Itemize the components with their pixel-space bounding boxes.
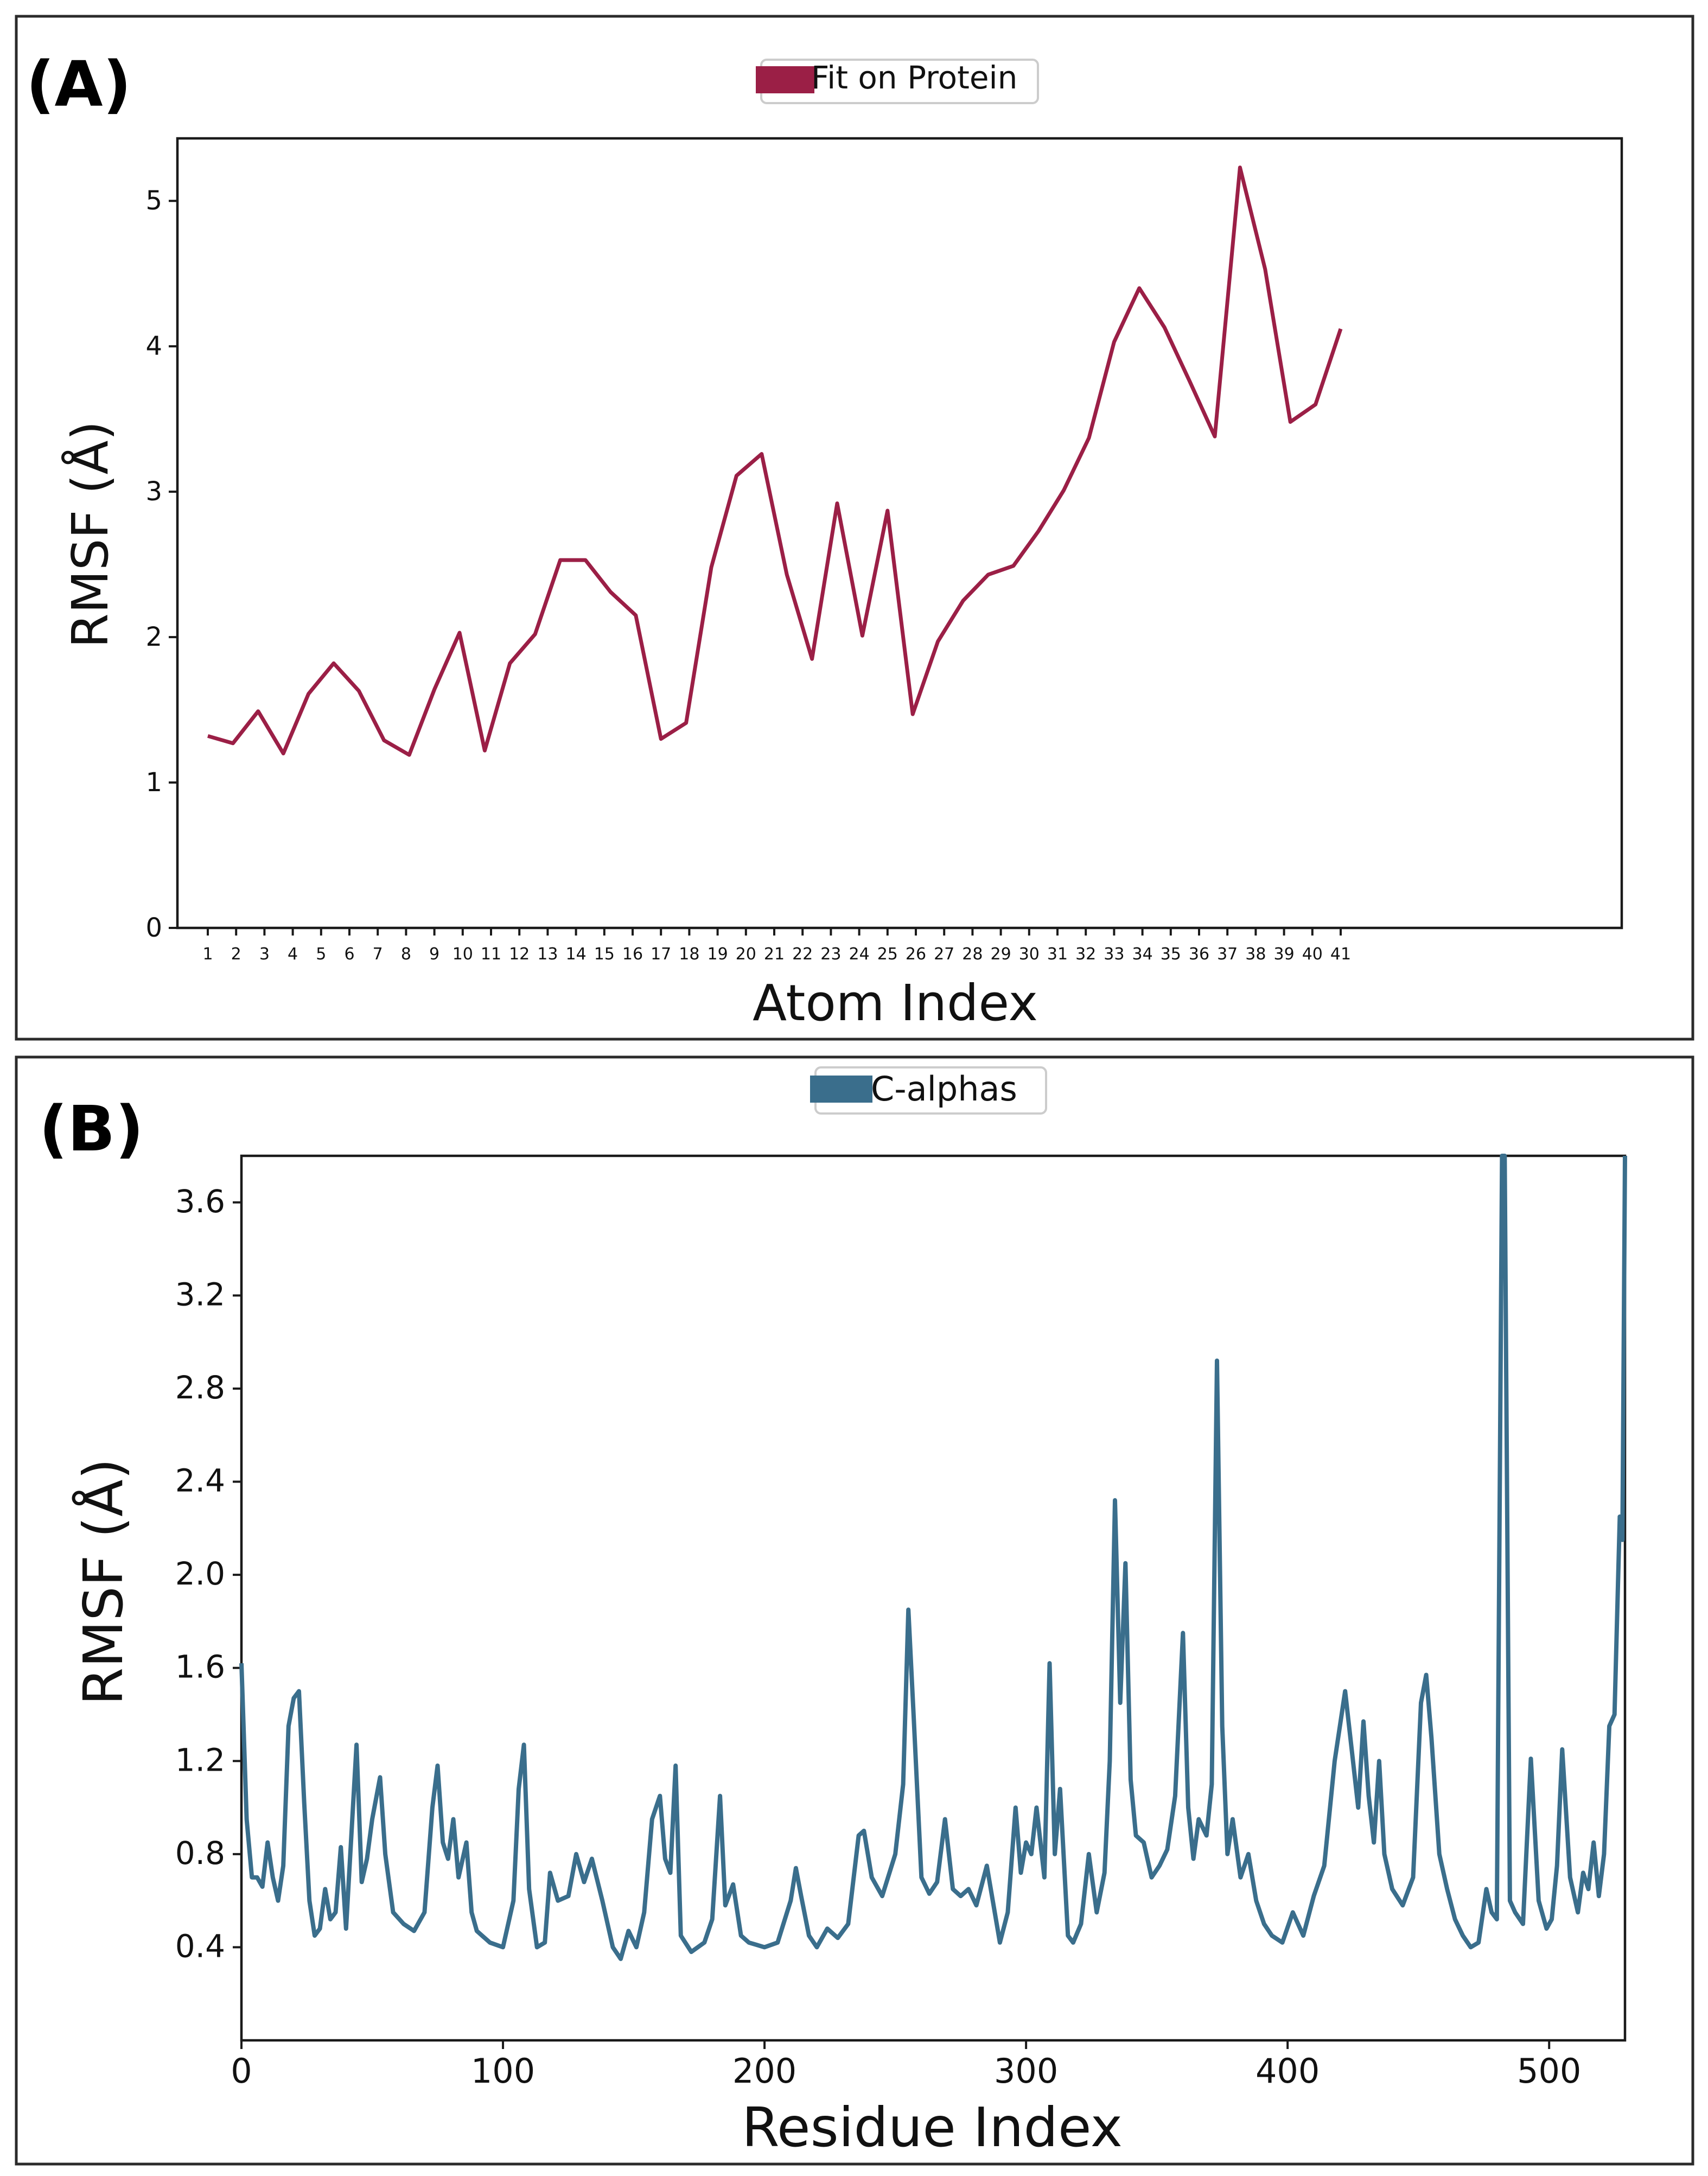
panel-b: (B) C-alphas 0.4 0.8 1.2 1.6 2.0 2.4 2.8 3.2 3.6… [15, 1055, 1694, 2166]
chart-a-xtick-label: 5 [316, 945, 326, 964]
chart-a-xtick-label: 14 [566, 945, 587, 964]
chart-b-ytick-label: 3.2 [175, 1276, 225, 1313]
chart-a-xtick-label: 17 [651, 945, 671, 964]
panel-b-border [15, 1055, 1694, 2166]
chart-a-xtick-label: 23 [820, 945, 841, 964]
chart-a-xtick-label: 33 [1104, 945, 1124, 964]
chart-b-xtick-label: 500 [1517, 2051, 1581, 2091]
chart-a-xtick-label: 24 [849, 945, 870, 964]
chart-a-xtick-label: 35 [1161, 945, 1181, 964]
chart-a-xtick-label: 6 [344, 945, 354, 964]
chart-a-ytick-label: 0 [145, 913, 162, 943]
panel-b-label: (B) [39, 1093, 144, 1166]
chart-a-xtick-label: 25 [877, 945, 898, 964]
chart-b-legend: C-alphas [810, 1066, 1047, 1115]
chart-a-xlabel: Atom Index [753, 974, 1038, 1032]
chart-b-ytick-label: 2.0 [175, 1555, 225, 1592]
chart-b-axes [240, 1154, 1627, 2042]
chart-a-xtick-label: 39 [1274, 945, 1295, 964]
chart-b-series-line [239, 1154, 1627, 1961]
chart-b-xtick-label: 300 [994, 2051, 1058, 2091]
panel-a-border [15, 15, 1694, 1041]
chart-a-ytick-label: 2 [145, 622, 162, 652]
chart-b-ytick-label: 2.8 [175, 1369, 225, 1406]
chart-a-ylabel: RMSF (Å) [61, 421, 119, 648]
chart-a-xtick-label: 19 [708, 945, 728, 964]
chart-a-xtick-label: 21 [764, 945, 785, 964]
chart-a-xtick-label: 1 [202, 945, 213, 964]
chart-a-xtick-label: 3 [259, 945, 270, 964]
panel-a-label: (A) [26, 48, 131, 121]
chart-a-xtick-label: 20 [736, 945, 756, 964]
chart-b-xtick-label: 0 [231, 2051, 252, 2091]
chart-a-xtick-label: 36 [1189, 945, 1209, 964]
chart-a-xtick-label: 7 [373, 945, 383, 964]
chart-a-xtick-label: 16 [622, 945, 643, 964]
chart-a-legend-swatch [756, 66, 814, 93]
chart-a-xtick-label: 4 [288, 945, 298, 964]
chart-b-ytick-label: 0.8 [175, 1835, 225, 1872]
chart-a-xtick-label: 22 [792, 945, 813, 964]
chart-a-ytick-label: 4 [145, 331, 162, 361]
chart-b-ylabel: RMSF (Å) [71, 1459, 135, 1706]
chart-a-ytick-label: 5 [145, 186, 162, 216]
chart-a-xtick-label: 40 [1302, 945, 1323, 964]
chart-b-legend-swatch [810, 1076, 872, 1103]
chart-a-xtick-label: 10 [453, 945, 473, 964]
chart-a-xtick-label: 30 [1019, 945, 1040, 964]
chart-b-legend-label: C-alphas [871, 1069, 1017, 1109]
chart-a-xtick-label: 31 [1047, 945, 1068, 964]
chart-a-axes [176, 137, 1623, 930]
chart-a-xtick-label: 38 [1245, 945, 1266, 964]
chart-b-ytick-label: 3.6 [175, 1183, 225, 1220]
chart-a-xtick-label: 15 [594, 945, 615, 964]
chart-a-xtick-label: 29 [991, 945, 1011, 964]
chart-b-ytick-label: 2.4 [175, 1462, 225, 1499]
chart-a-series-line [207, 166, 1343, 757]
chart-a-xtick-label: 11 [481, 945, 501, 964]
chart-b-xtick-label: 100 [471, 2051, 535, 2091]
chart-a-xtick-label: 37 [1217, 945, 1238, 964]
chart-a-ytick-label: 1 [145, 767, 162, 798]
chart-b-ytick-label: 0.4 [175, 1927, 225, 1964]
chart-a-xtick-label: 12 [509, 945, 530, 964]
chart-a-xtick-label: 2 [231, 945, 241, 964]
chart-a-legend: Fit on Protein [756, 59, 1039, 104]
chart-a-xtick-label: 32 [1075, 945, 1096, 964]
chart-a-xtick-label: 13 [537, 945, 558, 964]
chart-a-ytick-label: 3 [145, 476, 162, 507]
chart-b-ytick-label: 1.2 [175, 1741, 225, 1778]
chart-a-xtick-label: 34 [1132, 945, 1153, 964]
chart-a-xtick-label: 41 [1330, 945, 1351, 964]
chart-a-xtick-label: 26 [906, 945, 926, 964]
chart-b-xtick-label: 200 [732, 2051, 796, 2091]
chart-a-xtick-label: 28 [962, 945, 983, 964]
chart-b-plot: 0.4 0.8 1.2 1.6 2.0 2.4 2.8 3.2 3.6 0 100 200 300 400… [175, 1154, 1627, 2091]
chart-b-ytick-label: 1.6 [175, 1649, 225, 1685]
chart-b-xtick-label: 400 [1255, 2051, 1320, 2091]
chart-a-xtick-label: 9 [429, 945, 439, 964]
chart-b-xlabel: Residue Index [742, 2096, 1123, 2159]
chart-a-legend-label: Fit on Protein [811, 59, 1017, 96]
chart-a-xtick-label: 8 [401, 945, 411, 964]
chart-a-xtick-label: 18 [679, 945, 699, 964]
chart-a-xtick-label: 27 [934, 945, 954, 964]
